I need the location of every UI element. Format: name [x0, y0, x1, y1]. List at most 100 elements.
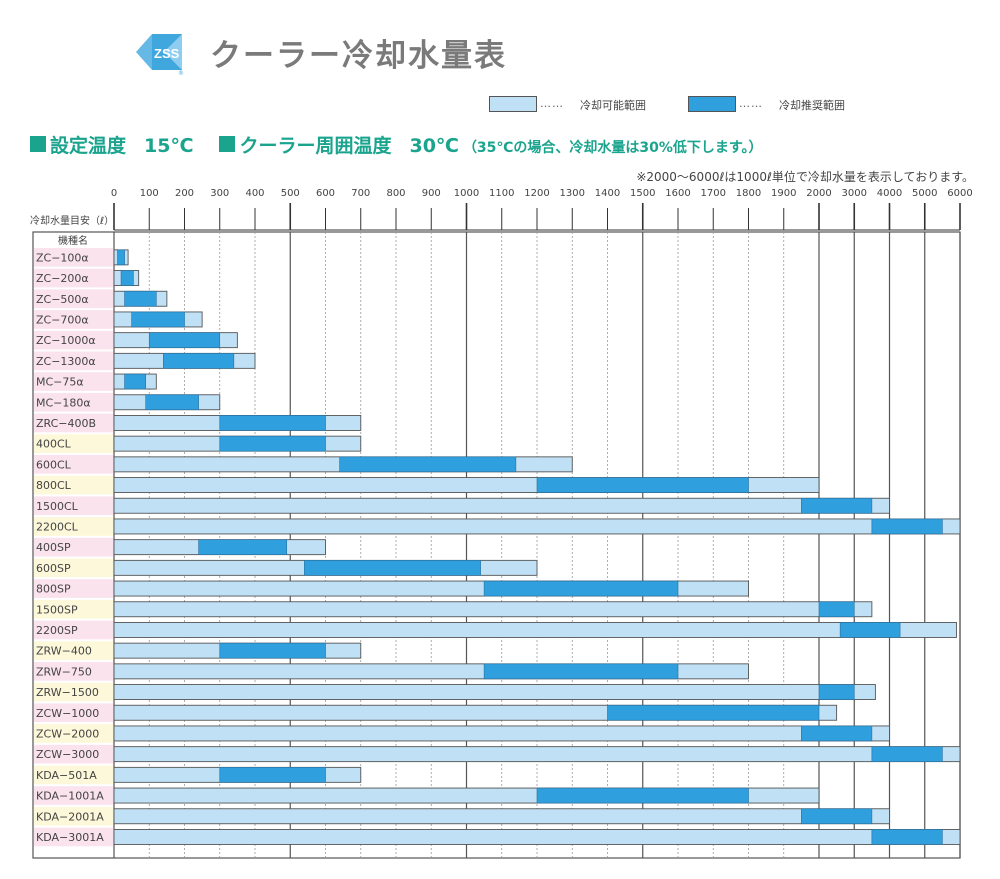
possible-range-bar: [113, 497, 890, 514]
category-label: ZC−100α: [36, 251, 89, 264]
legend-possible-label: 冷却可能範囲: [580, 99, 646, 112]
x-tick-label: 1600: [665, 188, 690, 199]
brand-logo: ZSS ®: [134, 30, 184, 77]
set-temp-value: 15℃: [144, 135, 194, 157]
recommended-range-bar: [198, 539, 288, 555]
possible-range-bar: [113, 518, 961, 535]
x-tick-label: 700: [351, 188, 370, 199]
recommended-range-bar: [163, 353, 235, 369]
legend-recommended-label: 冷却推奨範囲: [779, 99, 845, 112]
category-label: 600CL: [36, 458, 72, 471]
category-label: KDA−3001A: [36, 831, 104, 844]
recommended-range-bar: [818, 601, 855, 618]
recommended-range-bar: [536, 787, 749, 804]
x-tick-label: 1500: [630, 188, 655, 199]
category-label-bg: [34, 496, 113, 516]
category-label: ZRW−1500: [36, 686, 99, 699]
x-tick-label: 900: [422, 188, 441, 199]
category-label: ZCW−2000: [36, 727, 99, 740]
svg-text:ZSS: ZSS: [154, 46, 180, 61]
category-label-bg: [34, 703, 113, 723]
category-label-bg: [34, 682, 113, 702]
x-tick-label: 300: [210, 188, 229, 199]
x-tick-label: 800: [386, 188, 405, 199]
possible-range-bar: [113, 684, 876, 700]
x-tick-label: 500: [281, 188, 300, 199]
category-label-bg: [34, 330, 113, 350]
x-tick-label: 2000: [806, 188, 831, 199]
recommended-range-bar: [148, 332, 221, 348]
x-tick-label: 1100: [489, 188, 514, 199]
x-tick-label: 6000: [947, 188, 972, 199]
legend-recommended-swatch: [688, 96, 736, 112]
category-label: ZC−200α: [36, 272, 89, 285]
category-label-bg: [34, 392, 113, 412]
category-label-bg: [34, 289, 113, 309]
category-label-bg: [34, 517, 113, 536]
recommended-range-bar: [871, 829, 943, 845]
category-label-bg: [34, 641, 113, 660]
category-label-bg: [34, 413, 113, 433]
x-tick-label: 0: [111, 188, 117, 199]
conditions-line: 設定温度 15℃ クーラー周囲温度 30℃ （35℃の場合、冷却水量は30%低下します。…: [30, 131, 990, 157]
svg-text:®: ®: [178, 70, 184, 76]
ambient-temp-value: 30℃: [409, 135, 459, 157]
recommended-range-bar: [818, 684, 855, 700]
category-label: 800CL: [36, 479, 72, 492]
category-label: 800SP: [36, 583, 71, 596]
category-label: 1500SP: [36, 603, 78, 616]
recommended-range-bar: [483, 663, 679, 680]
category-label: ZC−1000α: [36, 334, 96, 347]
category-label-bg: [34, 434, 113, 453]
recommended-range-bar: [219, 435, 326, 452]
possible-range-bar: [113, 746, 961, 763]
category-label: ZC−1300α: [36, 355, 96, 368]
x-tick-label: 1400: [595, 188, 620, 199]
category-label-bg: [34, 558, 113, 578]
category-label-bg: [34, 744, 113, 764]
recommended-range-bar: [219, 642, 326, 659]
scale-note: ※2000〜6000ℓは1000ℓ単位で冷却水量を表示しております。: [636, 170, 974, 184]
category-label-bg: [34, 827, 113, 847]
recommended-range-bar: [145, 394, 199, 411]
square-bullet-icon: [30, 136, 46, 152]
recommended-range-bar: [117, 249, 125, 266]
recommended-range-bar: [304, 560, 481, 576]
recommended-range-bar: [339, 456, 517, 473]
page-title: クーラー冷却水量表: [210, 38, 507, 74]
recommended-range-bar: [483, 580, 679, 597]
category-label-bg: [34, 579, 113, 598]
x-tick-label: 4000: [877, 188, 902, 199]
square-bullet-icon: [219, 136, 236, 152]
category-label-bg: [34, 310, 113, 329]
category-label: 1500CL: [36, 500, 79, 513]
category-label-bg: [34, 724, 113, 743]
category-label: 400CL: [36, 438, 72, 451]
recommended-range-bar: [801, 497, 873, 514]
category-label: MC−75α: [36, 376, 84, 389]
recommended-range-bar: [536, 477, 749, 493]
category-label: MC−180α: [36, 396, 91, 409]
category-label: KDA−2001A: [36, 810, 104, 823]
recommended-range-bar: [219, 767, 326, 783]
category-label: 2200CL: [36, 520, 79, 533]
recommended-range-bar: [131, 311, 185, 328]
category-label-bg: [34, 372, 113, 391]
category-label: ZRW−750: [36, 665, 92, 678]
possible-range-bar: [113, 808, 890, 825]
x-tick-label: 1300: [560, 188, 585, 199]
category-label-bg: [34, 599, 113, 619]
recommended-range-bar: [871, 746, 943, 762]
x-tick-label: 1200: [524, 188, 549, 199]
category-label-bg: [34, 786, 113, 805]
category-label: 400SP: [36, 541, 71, 554]
category-label-bg: [34, 765, 113, 785]
recommended-range-bar: [607, 704, 820, 721]
category-label-bg: [34, 537, 113, 557]
x-tick-label: 400: [245, 188, 264, 199]
category-label-bg: [34, 351, 113, 371]
category-label-bg: [34, 620, 113, 640]
category-label: ZRC−400B: [36, 417, 96, 430]
category-label-bg: [34, 268, 113, 288]
